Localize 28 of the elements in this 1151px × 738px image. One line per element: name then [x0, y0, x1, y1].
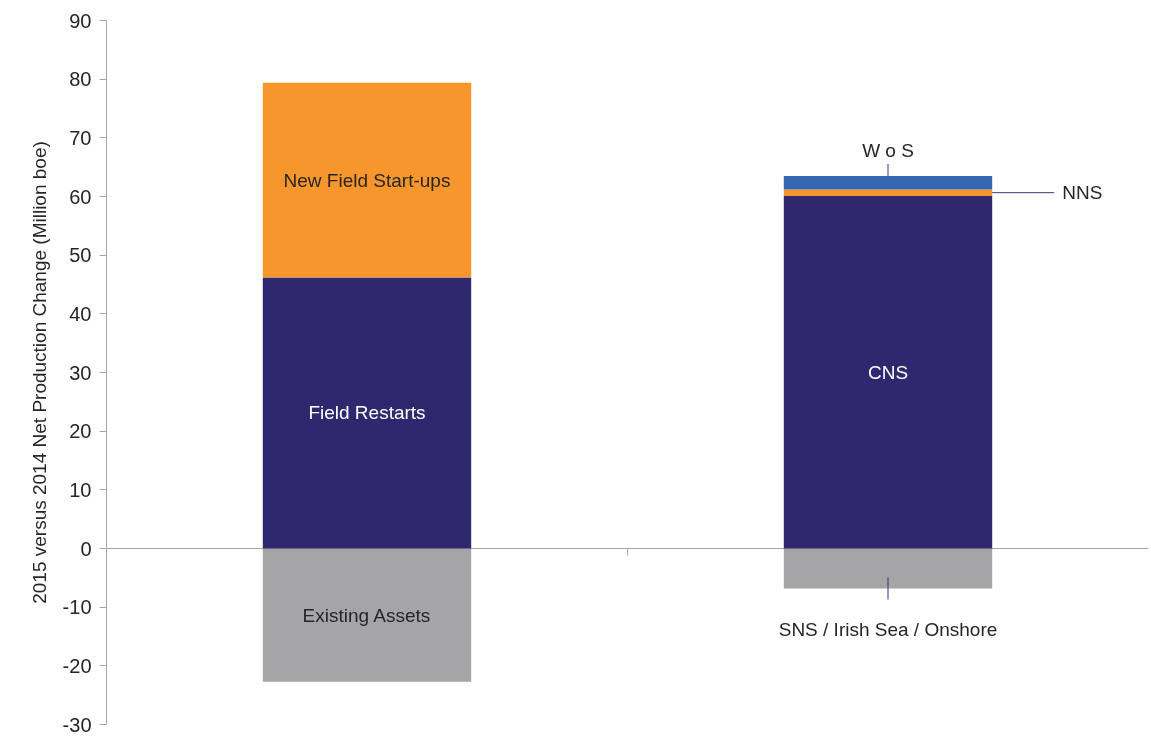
bar — [783, 195, 993, 549]
y-tick-label: 20 — [69, 420, 92, 443]
y-tick-label: 0 — [80, 537, 92, 560]
y-tick-label: -30 — [62, 713, 92, 736]
y-tick-label: 60 — [69, 185, 92, 208]
y-tick-label: -20 — [62, 654, 92, 677]
bar — [783, 548, 993, 589]
y-tick-label: 90 — [69, 9, 92, 32]
y-tick-label: 80 — [69, 68, 92, 91]
data-label: W o S — [862, 140, 914, 162]
y-axis-title: 2015 versus 2014 Net Production Change (Million boe) — [28, 141, 50, 604]
bar — [262, 277, 472, 549]
data-label: Existing Assets — [302, 604, 431, 626]
bar — [262, 548, 472, 682]
bar — [783, 175, 993, 190]
y-tick-label: 70 — [69, 126, 92, 149]
data-label: Field Restarts — [308, 402, 426, 424]
data-label: SNS / Irish Sea / Onshore — [778, 618, 998, 640]
y-tick-label: 40 — [69, 302, 92, 325]
y-tick-label: 10 — [69, 478, 92, 501]
data-label: CNS — [867, 361, 909, 383]
y-tick-label: 30 — [69, 361, 92, 384]
bar — [262, 82, 472, 278]
y-tick-label: 50 — [69, 244, 92, 267]
y-tick-label: -10 — [62, 596, 92, 619]
data-label: NNS — [1062, 182, 1103, 204]
bar — [783, 189, 993, 196]
data-label: New Field Start-ups — [283, 169, 451, 191]
